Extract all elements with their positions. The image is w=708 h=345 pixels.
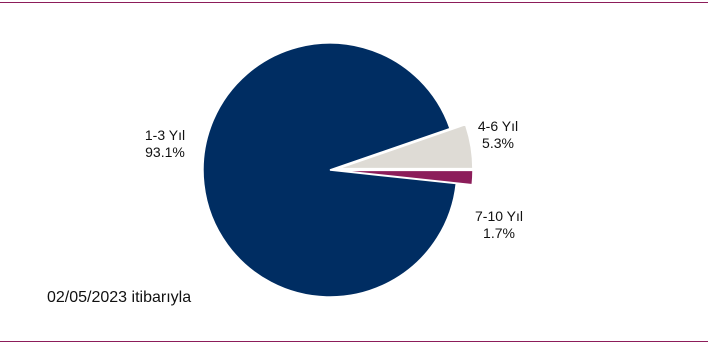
slice-label-1-3-percent: 93.1%	[145, 144, 185, 160]
pie-slice-1-3	[202, 42, 458, 298]
bottom-rule	[0, 341, 708, 342]
slice-label-4-6-name: 4-6 Yıl	[477, 118, 519, 134]
slice-label-7-10: 7-10 Yıl 1.7%	[459, 208, 539, 242]
pie-slice-4-6	[337, 123, 474, 170]
slice-label-4-6: 4-6 Yıl 5.3%	[458, 118, 538, 152]
slice-label-7-10-name: 7-10 Yıl	[475, 208, 523, 224]
top-rule	[0, 2, 708, 3]
slice-label-4-6-percent: 5.3%	[482, 135, 514, 151]
pie-slice-7-10	[337, 169, 474, 186]
as-of-date-note: 02/05/2023 itibarıyla	[47, 289, 192, 306]
slice-label-1-3: 1-3 Yıl 93.1%	[125, 127, 205, 161]
slice-label-7-10-percent: 1.7%	[483, 225, 515, 241]
slice-label-1-3-name: 1-3 Yıl	[144, 127, 186, 143]
